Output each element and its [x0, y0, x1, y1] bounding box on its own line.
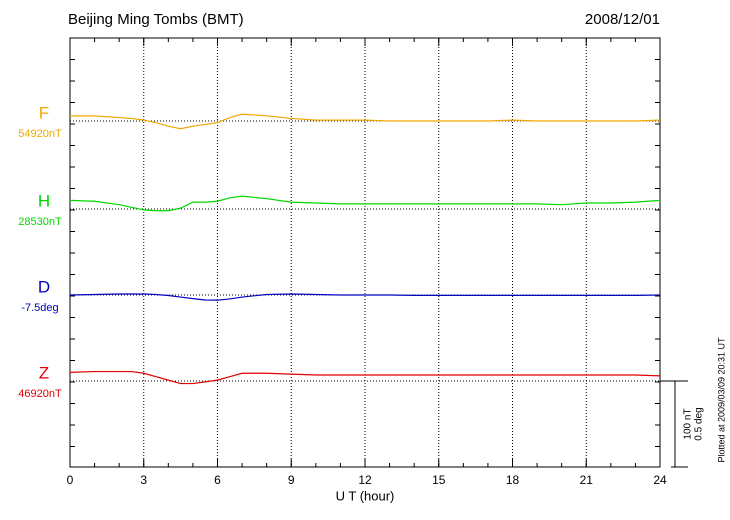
series-line: [70, 113, 661, 130]
x-tick-label: 15: [432, 473, 446, 487]
footnote: Plotted at 2009/03/09 20:31 UT: [716, 337, 726, 463]
series-name: Z: [39, 363, 49, 382]
chart-date: 2008/12/01: [585, 11, 660, 28]
scale-label: 100 nT: [683, 408, 694, 439]
series-line: [69, 195, 661, 212]
x-tick-label: 3: [140, 473, 147, 487]
plot-frame: [69, 37, 661, 468]
series-name: H: [38, 191, 50, 210]
x-axis-label: U T (hour): [336, 488, 395, 503]
series-name: F: [39, 103, 49, 122]
x-tick-label: 9: [288, 473, 295, 487]
baseline-label: -7.5deg: [21, 302, 58, 314]
x-tick-label: 12: [358, 473, 372, 487]
x-tick-label: 0: [67, 473, 74, 487]
x-tick-label: 21: [580, 473, 594, 487]
scale-label: 0.5 deg: [694, 407, 705, 440]
chart-title: Beijing Ming Tombs (BMT): [68, 11, 244, 28]
series-line: [69, 293, 661, 301]
x-tick-label: 24: [653, 473, 667, 487]
series-name: D: [38, 277, 50, 296]
x-tick-label: 18: [506, 473, 520, 487]
baseline-label: 28530nT: [18, 216, 62, 228]
series-line: [69, 370, 661, 385]
baseline-label: 54920nT: [18, 128, 62, 140]
x-tick-label: 6: [214, 473, 221, 487]
baseline-label: 46920nT: [18, 388, 62, 400]
